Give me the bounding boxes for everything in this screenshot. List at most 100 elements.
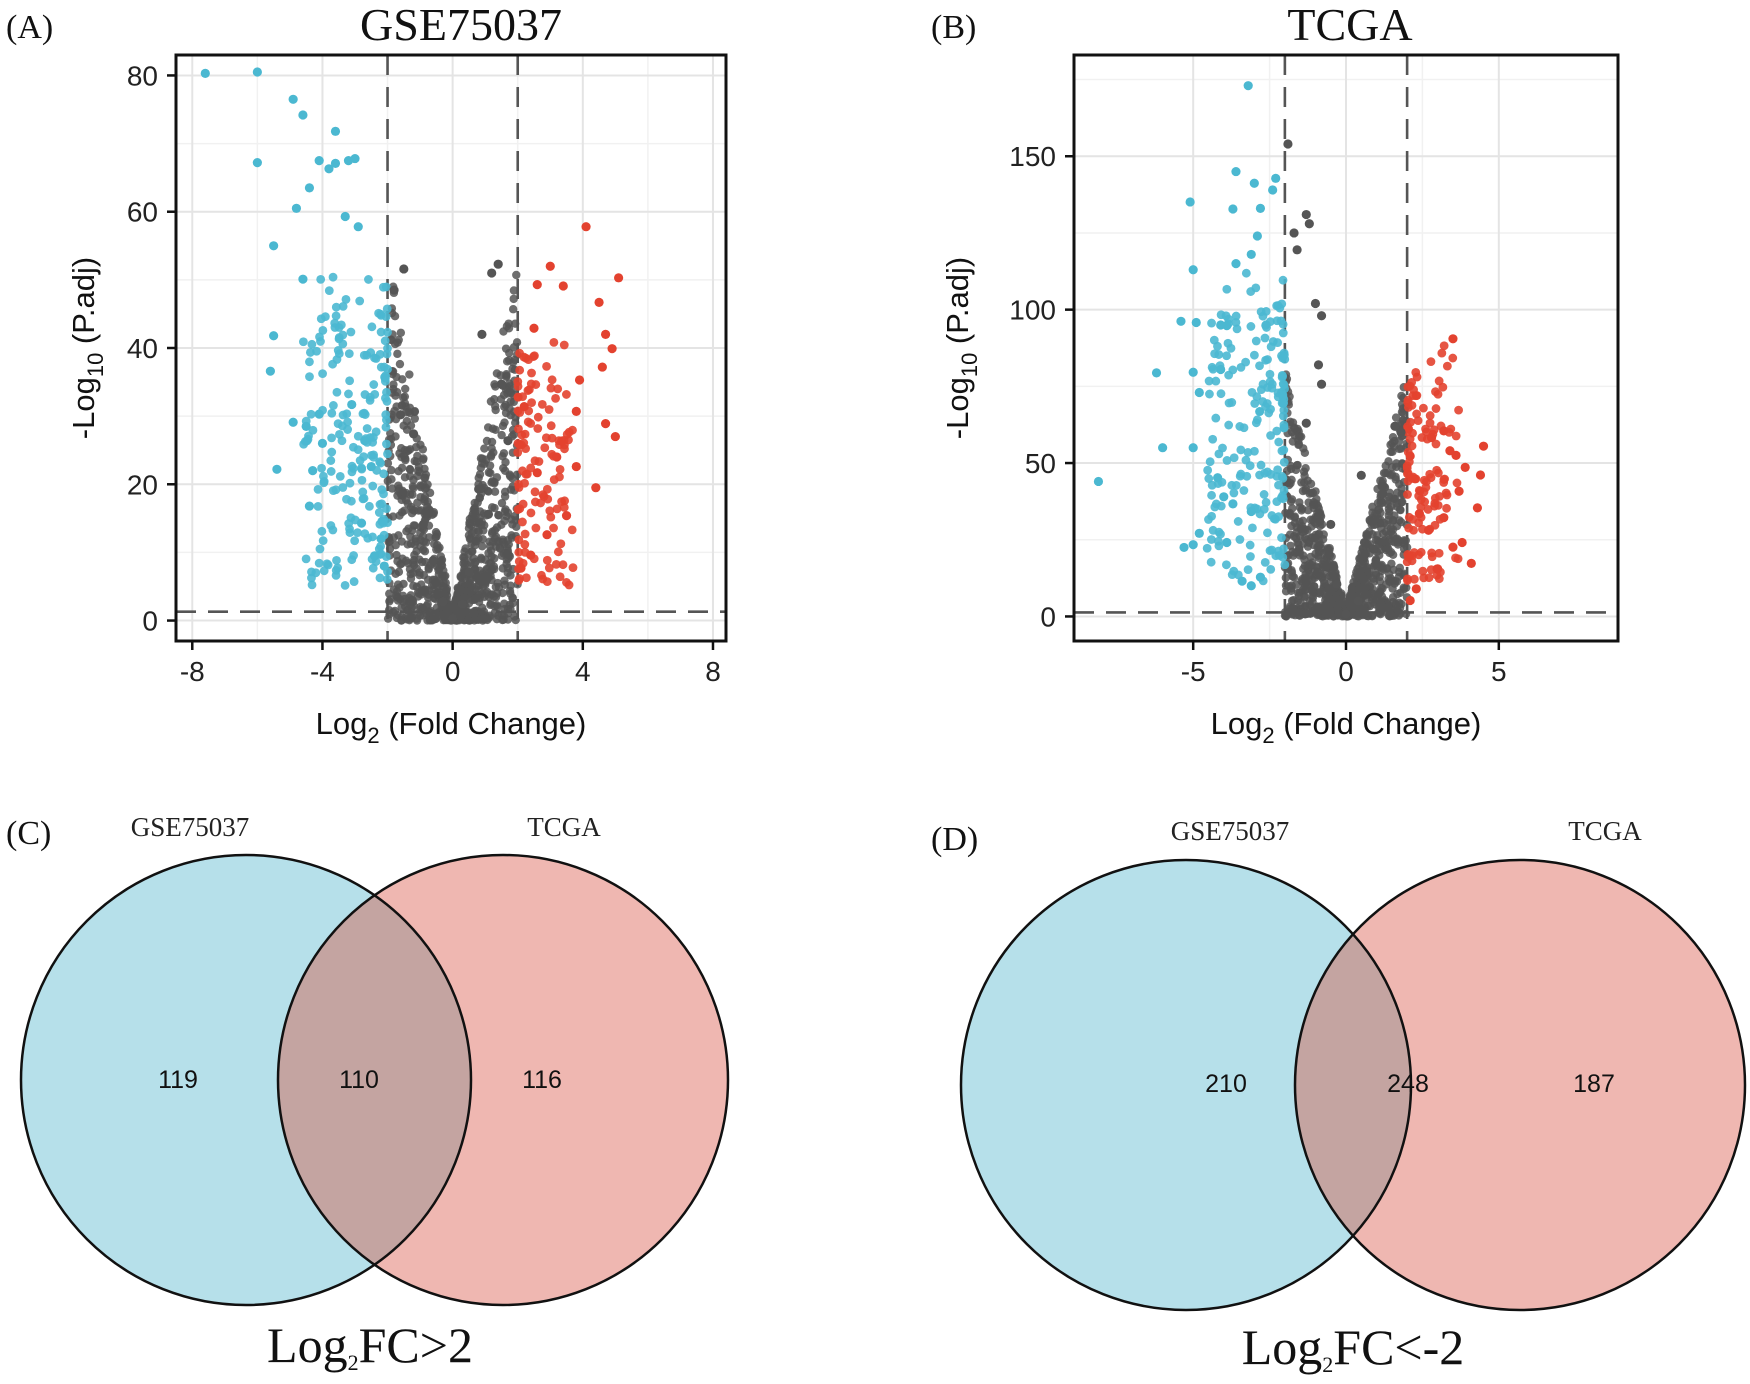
point-up	[1426, 432, 1437, 443]
point-ns	[407, 603, 416, 612]
point-down	[369, 551, 380, 561]
point-ns	[1295, 503, 1305, 512]
point-up	[520, 429, 530, 439]
point-down	[1194, 387, 1204, 398]
point-up	[526, 508, 536, 518]
point-down	[383, 344, 392, 353]
point-ns	[413, 498, 422, 507]
point-ns	[1294, 439, 1304, 449]
point-down	[298, 110, 308, 120]
point-up	[1419, 573, 1429, 583]
point-down	[369, 452, 378, 462]
point-ns	[1317, 573, 1327, 582]
point-ns	[393, 349, 402, 359]
point-up	[1439, 478, 1449, 487]
point-up	[1414, 486, 1424, 495]
point-ns	[492, 523, 502, 532]
point-down	[306, 409, 316, 419]
y-axis-title-a: -Log10 (P.adj)	[66, 257, 108, 439]
point-down	[1267, 511, 1277, 520]
point-down	[350, 153, 360, 164]
point-down	[341, 295, 351, 304]
point-ns	[499, 449, 509, 458]
point-down	[1280, 354, 1290, 364]
point-ns	[400, 594, 409, 604]
point-down	[1277, 533, 1286, 543]
point-down	[317, 438, 328, 448]
point-ns	[1299, 467, 1309, 476]
point-ns	[500, 580, 510, 589]
panel-label-a: (A)	[6, 9, 53, 46]
point-up	[1442, 503, 1451, 513]
point-up	[567, 525, 577, 535]
venn-c-caption-main: Log	[267, 1317, 348, 1373]
point-down	[363, 533, 373, 543]
point-up	[594, 297, 604, 307]
x-tick-label: -5	[1181, 656, 1206, 687]
point-ns	[1396, 588, 1405, 597]
point-ns	[1308, 591, 1317, 600]
point-ns	[1341, 609, 1351, 619]
point-up	[1438, 382, 1448, 392]
point-ns	[1316, 587, 1325, 597]
point-up	[546, 421, 556, 431]
point-down	[355, 456, 365, 465]
point-down	[353, 222, 363, 232]
point-ns	[441, 571, 450, 580]
point-ns	[1401, 536, 1410, 545]
point-ns	[463, 607, 472, 617]
point-down	[1255, 470, 1264, 480]
point-ns	[418, 455, 428, 465]
point-ns	[498, 421, 508, 431]
point-down	[1203, 465, 1213, 475]
point-ns	[423, 599, 432, 609]
point-ns	[1296, 432, 1306, 441]
point-up	[555, 464, 565, 474]
point-down	[1206, 557, 1216, 567]
point-down	[1246, 322, 1256, 331]
point-up	[533, 412, 543, 422]
point-down	[1272, 426, 1282, 436]
point-ns	[1388, 584, 1397, 593]
point-up	[1475, 470, 1486, 480]
point-down	[376, 534, 386, 544]
point-down	[328, 401, 338, 410]
point-up	[518, 466, 527, 476]
point-ns	[1307, 560, 1316, 570]
point-down	[1268, 185, 1278, 195]
point-ns	[1307, 488, 1316, 497]
point-up	[530, 456, 540, 466]
point-ns	[480, 592, 489, 602]
point-ns	[465, 586, 474, 596]
point-up	[560, 444, 569, 454]
point-up	[526, 463, 536, 473]
point-ns	[1390, 436, 1399, 446]
point-ns	[478, 534, 487, 544]
point-ns	[456, 585, 466, 595]
point-down	[1229, 488, 1239, 498]
point-down	[333, 419, 343, 429]
y-tick-label: 40	[127, 333, 158, 364]
point-up	[1407, 556, 1417, 566]
point-ns	[1304, 219, 1314, 229]
point-down	[1236, 445, 1246, 455]
point-ns	[409, 484, 418, 493]
point-down	[1216, 529, 1225, 539]
point-down	[381, 410, 391, 420]
point-down	[1241, 357, 1251, 367]
point-up	[1439, 341, 1449, 351]
point-ns	[463, 615, 473, 625]
point-down	[1222, 537, 1232, 548]
point-ns	[478, 542, 487, 551]
point-ns	[488, 424, 498, 433]
point-up	[1409, 574, 1419, 584]
point-up	[1423, 505, 1433, 514]
point-up	[1451, 431, 1461, 441]
point-ns	[1385, 577, 1394, 586]
point-ns	[486, 452, 496, 461]
point-up	[1454, 486, 1464, 496]
grid-b	[1074, 55, 1618, 641]
point-ns	[395, 359, 405, 369]
point-ns	[509, 286, 519, 295]
